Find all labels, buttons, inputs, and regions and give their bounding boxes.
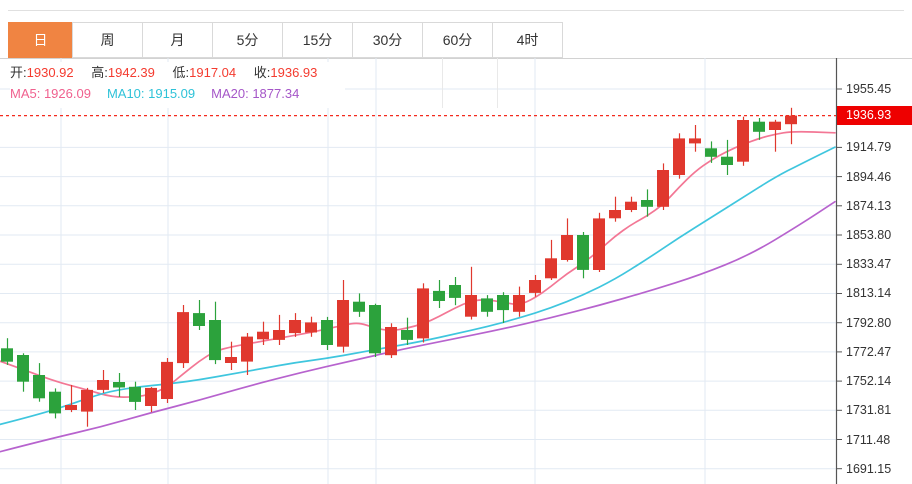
y-tick-label: 1691.15 [846, 461, 892, 476]
candle-body [1, 348, 13, 362]
ma-legend-ma5: MA5: 1926.09 [10, 86, 91, 101]
ohlc-row: 开:1930.92 高:1942.39 低:1917.04 收:1936.93 [10, 62, 331, 83]
tab-period-2[interactable]: 月 [142, 22, 213, 58]
candle-body [81, 389, 93, 412]
current-price-tag: 1936.93 [837, 106, 912, 126]
candle-body [465, 295, 477, 317]
candle-body [561, 235, 573, 260]
candle-body [673, 138, 685, 175]
open-value: 1930.92 [26, 65, 74, 80]
y-tick-label: 1772.47 [846, 344, 892, 359]
y-tick-label: 1813.14 [846, 286, 892, 301]
candle-body [225, 357, 237, 363]
candle-body [209, 320, 221, 361]
y-tick-label: 1894.46 [846, 169, 892, 184]
candle-body [769, 121, 781, 130]
ma-row: MA5: 1926.09 MA10: 1915.09 MA20: 1877.34 [10, 83, 331, 104]
candle-body [289, 320, 301, 334]
candle-body [593, 218, 605, 270]
tab-period-5[interactable]: 30分 [352, 22, 423, 58]
y-tick-label: 1853.80 [846, 228, 892, 243]
candle-body [257, 331, 269, 340]
candle-body [161, 361, 173, 399]
candle-body [609, 210, 621, 219]
period-tab-bar: 日周月 5分 15分 30分 60分 4时 [8, 22, 563, 58]
candle-body [657, 170, 669, 207]
candle-body [385, 327, 397, 356]
candle-body [577, 235, 589, 270]
tab-period-0[interactable]: 日 [8, 22, 73, 58]
candle-body [97, 380, 109, 390]
close-value: 1936.93 [270, 65, 318, 80]
chart-top-divider [0, 58, 912, 59]
candle-body [193, 313, 205, 326]
candle-body [33, 375, 45, 399]
candle-body [65, 405, 77, 410]
y-tick-label: 1833.47 [846, 257, 892, 272]
open-label: 开: [10, 65, 27, 80]
y-tick-label: 1792.80 [846, 315, 892, 330]
ma-legend-ma20: MA20: 1877.34 [211, 86, 300, 101]
candle-body [449, 285, 461, 298]
candle-body [737, 120, 749, 162]
candle-body [401, 330, 413, 340]
candle-body [17, 355, 29, 382]
close-label: 收: [253, 65, 271, 80]
candle-body [353, 301, 365, 312]
candle-body [145, 387, 157, 406]
ma-legend-ma10: MA10: 1915.09 [106, 86, 196, 101]
candle-body [241, 336, 253, 362]
tab-period-6[interactable]: 60分 [422, 22, 493, 58]
candle-body [417, 288, 429, 339]
y-tick-label: 1914.79 [846, 140, 892, 155]
candle-body [721, 156, 733, 165]
info-divider [442, 58, 443, 108]
candle-body [753, 121, 765, 132]
candle-body [481, 298, 493, 312]
y-tick-label: 1731.81 [846, 403, 892, 418]
candle-body [689, 138, 701, 144]
candle-body [273, 330, 285, 340]
candle-body [641, 200, 653, 207]
candle-body [513, 295, 525, 312]
y-tick-label: 1955.45 [846, 82, 892, 96]
low-value: 1917.04 [189, 65, 237, 80]
candle-body [497, 295, 509, 311]
candle-body [369, 305, 381, 354]
y-tick-label: 1874.13 [846, 198, 892, 213]
candle-body [785, 115, 797, 125]
tab-period-4[interactable]: 15分 [282, 22, 353, 58]
candle-body [337, 300, 349, 347]
y-tick-label: 1752.14 [846, 374, 892, 389]
candle-body [545, 258, 557, 279]
candle-body [49, 391, 61, 414]
header-top-divider [8, 10, 904, 11]
tab-period-3[interactable]: 5分 [212, 22, 283, 58]
info-bar: 开:1930.92 高:1942.39 低:1917.04 收:1936.93 … [10, 62, 346, 108]
candle-body [705, 148, 717, 157]
tab-period-7[interactable]: 4时 [492, 22, 563, 58]
candle-body [625, 201, 637, 210]
candle-body [433, 290, 445, 301]
high-label: 高: [91, 65, 108, 80]
candle-body [321, 320, 333, 345]
candle-body [177, 312, 189, 364]
ma-line-ma5 [0, 130, 836, 398]
tab-period-1[interactable]: 周 [72, 22, 143, 58]
candle-body [129, 386, 141, 402]
info-divider [497, 58, 498, 108]
low-label: 低: [172, 65, 190, 80]
high-value: 1942.39 [107, 65, 155, 80]
ma-line-ma10 [0, 146, 836, 426]
y-tick-label: 1711.48 [846, 432, 891, 447]
candle-body [305, 322, 317, 333]
candle-body [529, 280, 541, 293]
ma-line-ma20 [0, 200, 836, 453]
candle-body [113, 382, 125, 388]
